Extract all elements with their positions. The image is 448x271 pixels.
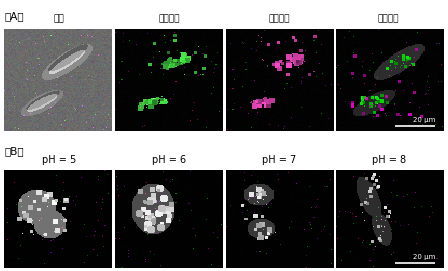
Text: 明场: 明场 bbox=[54, 14, 65, 23]
Text: 20 μm: 20 μm bbox=[413, 117, 435, 123]
Text: 绿色通道: 绿色通道 bbox=[159, 14, 180, 23]
Text: 叠加照片: 叠加照片 bbox=[378, 14, 399, 23]
Text: pH = 5: pH = 5 bbox=[42, 155, 77, 165]
Text: （A）: （A） bbox=[4, 11, 24, 21]
Text: pH = 6: pH = 6 bbox=[152, 155, 186, 165]
Text: pH = 7: pH = 7 bbox=[262, 155, 296, 165]
Text: 红色通道: 红色通道 bbox=[268, 14, 289, 23]
Text: 20 μm: 20 μm bbox=[413, 254, 435, 260]
Text: pH = 8: pH = 8 bbox=[371, 155, 406, 165]
Text: （B）: （B） bbox=[4, 147, 24, 157]
